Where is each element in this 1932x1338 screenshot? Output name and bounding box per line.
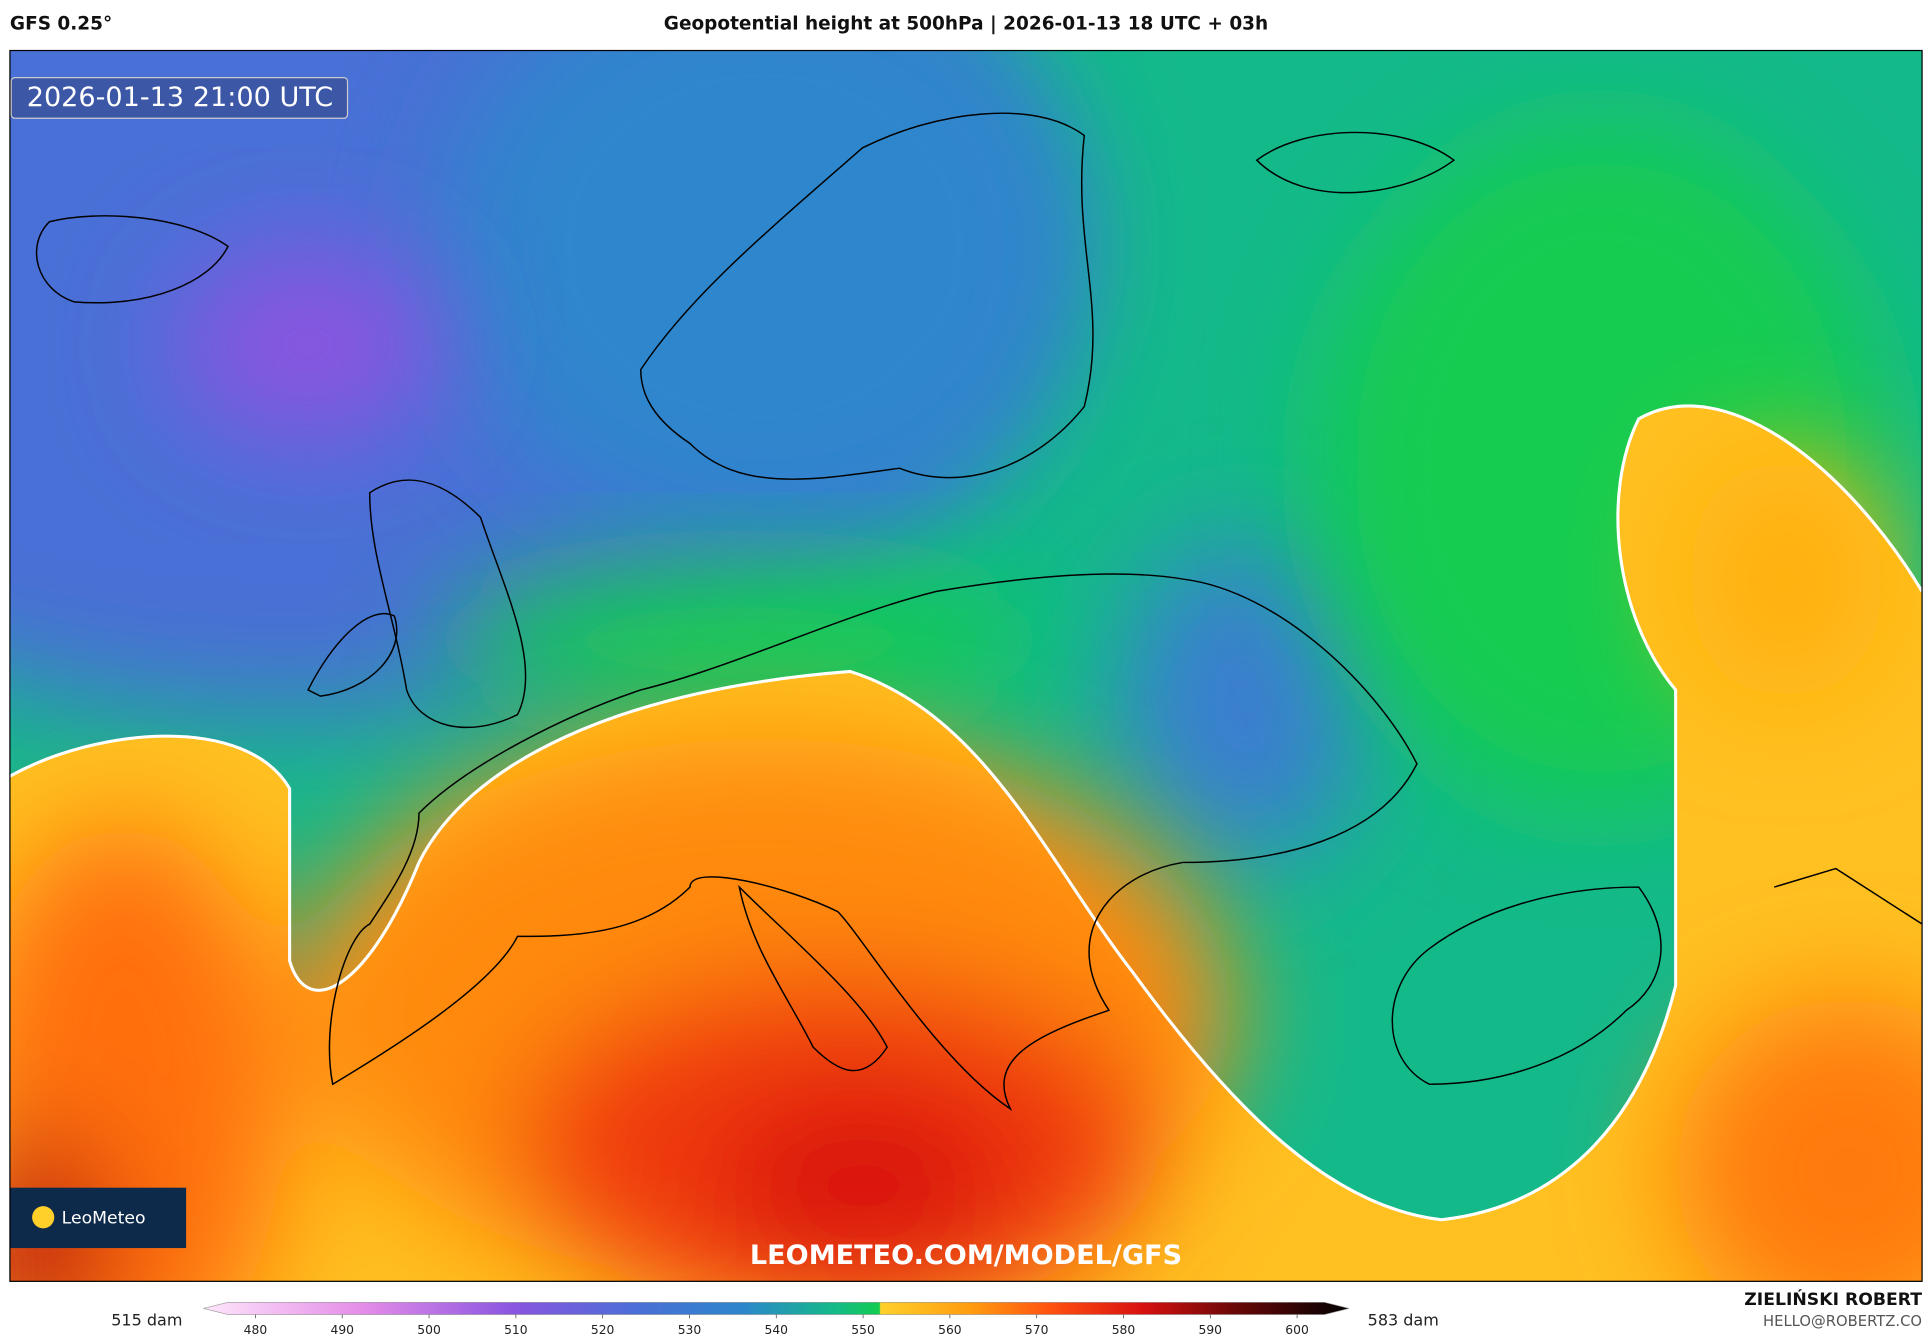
colorbar-min-label: 515 dam	[111, 1310, 182, 1329]
email: HELLO@ROBERTZ.CO	[1763, 1313, 1922, 1330]
colorbar-tick-label: 600	[1285, 1323, 1309, 1337]
colorbar-tick-label: 540	[765, 1323, 789, 1337]
colorbar-tick-label: 520	[591, 1323, 615, 1337]
colorbar-tick-label: 570	[1025, 1323, 1049, 1337]
logo: LeoMeteo	[62, 1208, 146, 1228]
colorbar-tick-label: 580	[1112, 1323, 1136, 1337]
colorbar-tick-label: 550	[851, 1323, 875, 1337]
map-title: Geopotential height at 500hPa | 2026-01-…	[664, 14, 1268, 35]
colorbar-ticks: 480 490 500 510 520 530 540 550 560 570 580 590 600	[244, 1314, 1309, 1337]
timestamp: 2026-01-13 21:00 UTC	[27, 82, 333, 113]
colorbar-tick-label: 530	[678, 1323, 702, 1337]
colorbar-tick-label: 490	[330, 1323, 354, 1337]
colorbar-tick-label: 590	[1199, 1323, 1223, 1337]
colorbar-tick-label: 510	[504, 1323, 528, 1337]
author: ZIELIŃSKI ROBERT	[1744, 1288, 1922, 1310]
model-label: GFS 0.25°	[10, 14, 112, 35]
colorbar-tick-label: 560	[938, 1323, 962, 1337]
colorbar-max-label: 583 dam	[1368, 1310, 1439, 1329]
colorbar	[203, 1301, 1350, 1315]
map-frame	[9, 49, 1923, 1282]
watermark: LEOMETEO.COM/MODEL/GFS	[750, 1240, 1182, 1271]
colorbar-tick-label: 480	[244, 1323, 268, 1337]
timestamp-box	[10, 77, 349, 119]
colorbar-tick-label: 500	[417, 1323, 441, 1337]
